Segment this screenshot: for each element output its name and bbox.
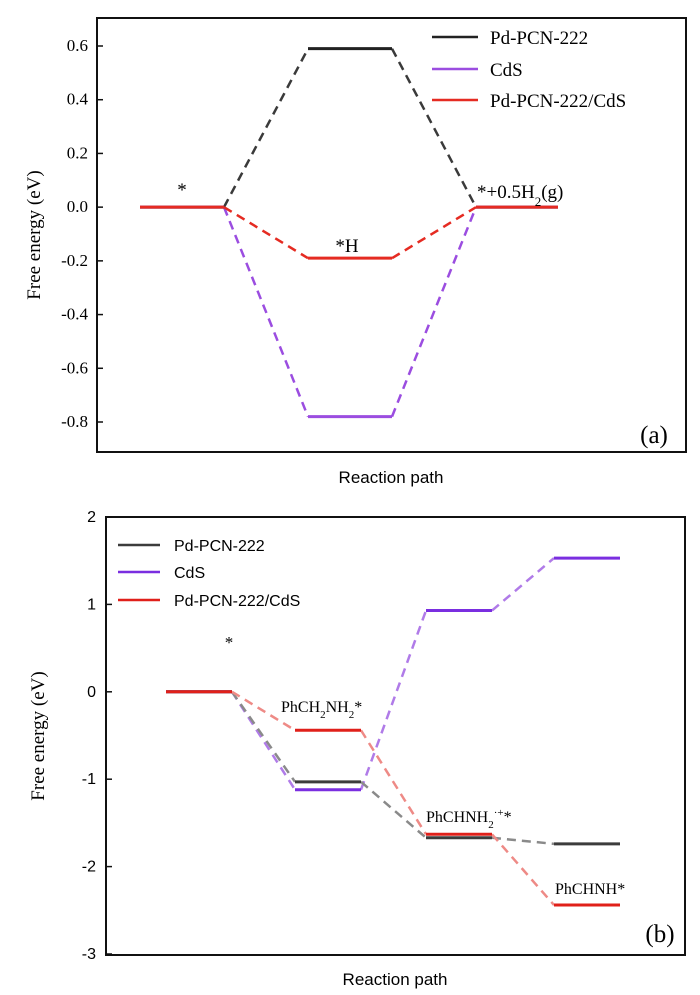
y-tick-label: -0.4 <box>61 305 88 324</box>
y-tick-label: 0 <box>87 684 96 701</box>
state-label-phch2nh2-a: PhCH <box>281 699 321 716</box>
connector-pd-pcn-222-1 <box>360 780 427 839</box>
state-label-phch2nh2: PhCH2NH2* <box>281 699 362 721</box>
panel-b: -3 -2 -1 0 1 2 Free energy (eV) Reaction path… <box>28 509 686 989</box>
panel-a-legend: Pd-PCN-222 CdS Pd-PCN-222/CdS <box>432 28 626 112</box>
state-label-final-suffix: (g) <box>541 182 563 203</box>
panel-a-y-axis: -0.8 -0.6 -0.4 -0.2 0.0 0.2 0.4 0.6 <box>61 36 103 431</box>
y-tick-label: -1 <box>82 771 96 788</box>
connector-pd-pcn-222-0 <box>222 48 310 208</box>
connector-pd-pcn-222-cds-2 <box>491 833 555 906</box>
state-label-phchnh2-a: PhCHNH <box>426 809 489 826</box>
state-label-phchnh2-radical: PhCHNH2·+* <box>426 807 512 831</box>
state-label-phchnh2-c: ·+ <box>494 807 504 819</box>
connector-cds-1 <box>390 206 478 418</box>
panel-a: -0.8 -0.6 -0.4 -0.2 0.0 0.2 0.4 0.6 Free energy… <box>24 17 687 487</box>
panel-b-x-label: Reaction path <box>343 970 448 989</box>
y-tick-label: -2 <box>82 859 96 876</box>
y-tick-label: 2 <box>87 509 96 526</box>
panel-b-frame <box>105 516 686 956</box>
y-tick-label: 0.6 <box>67 36 88 55</box>
y-tick-label: -0.2 <box>61 251 88 270</box>
y-tick-label: 0.0 <box>67 197 88 216</box>
connector-cds-1 <box>359 610 428 791</box>
state-label-initial: * <box>225 633 234 652</box>
state-label-final: *+0.5H2(g) <box>477 182 563 209</box>
panel-a-plot <box>140 47 558 419</box>
panel-b-legend: Pd-PCN-222 CdS Pd-PCN-222/CdS <box>118 538 300 610</box>
connector-pd-pcn-222-0 <box>230 691 297 783</box>
panel-b-plot <box>166 556 620 907</box>
panel-a-tag: (a) <box>640 422 668 449</box>
y-tick-label: 1 <box>87 596 96 613</box>
state-label-phchnh: PhCHNH* <box>555 881 625 898</box>
state-label-final-prefix: *+0.5H <box>477 182 535 203</box>
panel-a-x-label: Reaction path <box>339 468 444 487</box>
connector-pd-pcn-222-cds-1 <box>359 729 428 835</box>
state-label-final-sub: 2 <box>535 194 542 209</box>
y-tick-label: 0.2 <box>67 143 88 162</box>
panel-b-y-label: Free energy (eV) <box>28 671 49 800</box>
connector-pd-pcn-222-cds-0 <box>223 206 309 260</box>
legend-label-pd-pcn-222: Pd-PCN-222 <box>174 538 265 555</box>
state-label-phchnh2-d: * <box>504 809 512 826</box>
connector-cds-2 <box>491 557 555 612</box>
state-label-phchnh2-b: 2 <box>488 819 494 831</box>
connector-pd-pcn-222-cds-0 <box>231 690 296 732</box>
panel-a-y-label: Free energy (eV) <box>24 170 45 299</box>
panel-a-frame <box>96 17 687 453</box>
y-tick-label: -0.6 <box>61 358 88 377</box>
legend-label-pd-pcn-222: Pd-PCN-222 <box>490 28 588 49</box>
connector-pd-pcn-222-cds-1 <box>391 206 477 260</box>
legend-label-pd-pcn-222-cds: Pd-PCN-222/CdS <box>174 593 300 610</box>
connector-cds-0 <box>222 206 310 418</box>
state-label-phch2nh2-b: 2 <box>320 709 326 721</box>
connector-pd-pcn-222-1 <box>390 48 478 208</box>
legend-label-cds: CdS <box>490 60 523 81</box>
legend-label-cds: CdS <box>174 565 205 582</box>
y-tick-label: 0.4 <box>67 90 89 109</box>
connector-pd-pcn-222-2 <box>491 836 555 846</box>
y-tick-label: -3 <box>82 946 96 963</box>
state-label-h-adsorbed: *H <box>335 236 359 257</box>
state-label-phch2nh2-c: NH <box>326 699 350 716</box>
legend-label-pd-pcn-222-cds: Pd-PCN-222/CdS <box>490 91 626 112</box>
state-label-phch2nh2-e: * <box>354 699 362 716</box>
panel-b-tag: (b) <box>645 921 674 948</box>
state-label-initial: * <box>177 180 187 201</box>
panel-b-y-axis: -3 -2 -1 0 1 2 <box>82 509 112 963</box>
state-label-phch2nh2-d: 2 <box>349 709 355 721</box>
y-tick-label: -0.8 <box>61 412 88 431</box>
